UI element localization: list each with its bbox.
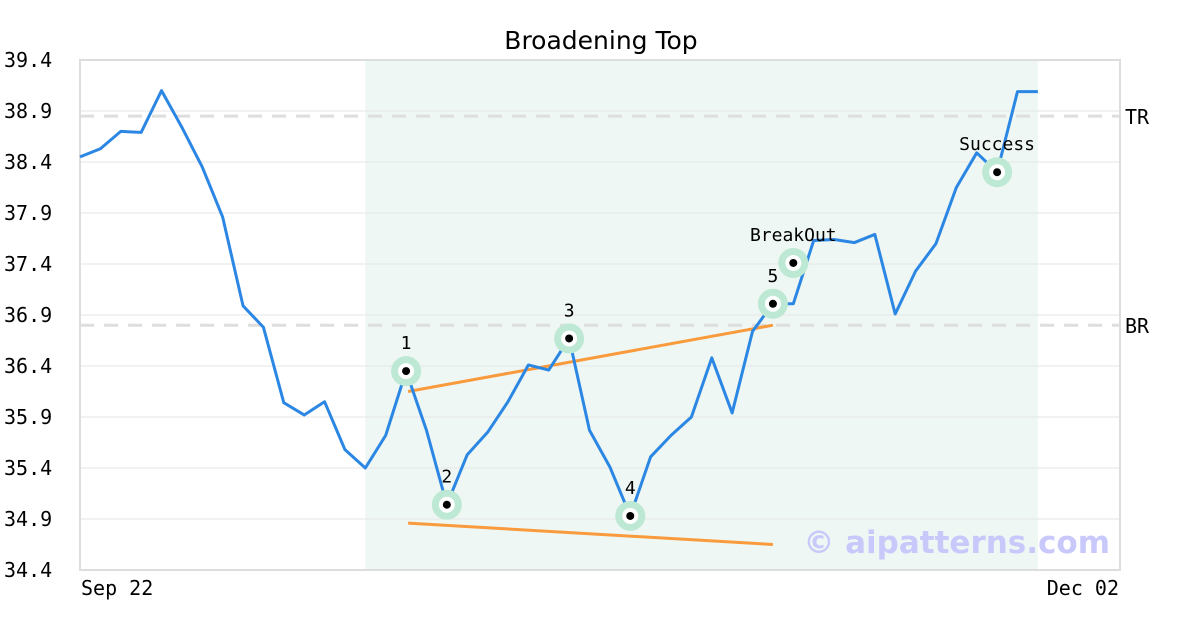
marker-dot bbox=[993, 168, 1002, 177]
y-tick-label: 37.4 bbox=[4, 252, 52, 276]
marker-label: 1 bbox=[401, 333, 412, 354]
resistance-trend-line bbox=[407, 323, 774, 393]
support-trend-line bbox=[408, 521, 774, 546]
reference-label-br: BR bbox=[1125, 314, 1150, 338]
marker-label: 4 bbox=[625, 478, 636, 499]
reference-label-tr: TR bbox=[1125, 105, 1150, 129]
chart-title: Broadening Top bbox=[504, 26, 697, 55]
marker-label: 5 bbox=[767, 266, 778, 287]
marker-dot bbox=[768, 299, 777, 308]
marker-label: Success bbox=[959, 134, 1035, 155]
price-line bbox=[79, 89, 1038, 518]
marker-label: BreakOut bbox=[750, 225, 837, 246]
y-tick-label: 38.9 bbox=[4, 99, 52, 123]
marker-label: 3 bbox=[564, 300, 575, 321]
watermark: © aipatterns.com bbox=[803, 525, 1110, 561]
y-tick-label: 35.9 bbox=[4, 405, 52, 429]
x-tick-label-end: Dec 02 bbox=[1047, 576, 1119, 600]
x-tick-label-start: Sep 22 bbox=[81, 576, 153, 600]
y-tick-label: 38.4 bbox=[4, 150, 52, 174]
marker-dot bbox=[565, 334, 574, 343]
y-tick-label: 37.9 bbox=[4, 201, 52, 225]
marker-dot bbox=[626, 511, 635, 520]
y-tick-label: 35.4 bbox=[4, 456, 52, 480]
marker-dot bbox=[402, 367, 411, 376]
y-tick-label: 34.9 bbox=[4, 507, 52, 531]
y-tick-label: 36.9 bbox=[4, 303, 52, 327]
marker-dot bbox=[789, 258, 798, 267]
marker-label: 2 bbox=[441, 467, 452, 488]
plot-frame bbox=[79, 59, 1121, 571]
y-tick-label: 36.4 bbox=[4, 354, 52, 378]
y-tick-label: 39.4 bbox=[4, 48, 52, 72]
marker-dot bbox=[442, 500, 451, 509]
y-tick-label: 34.4 bbox=[4, 558, 52, 582]
